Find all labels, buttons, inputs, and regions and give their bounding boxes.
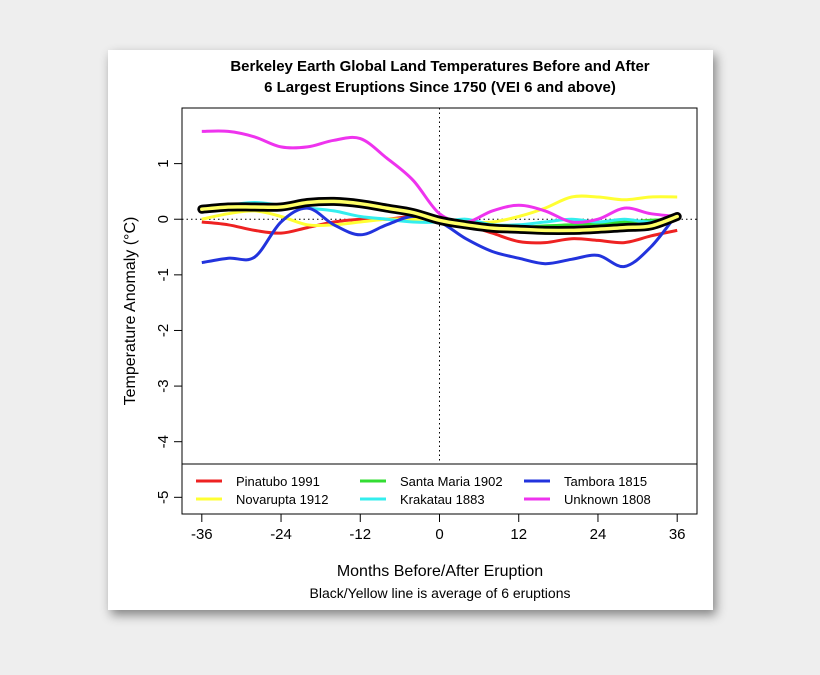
x-tick-label: 36 (669, 526, 686, 543)
y-tick-label: -5 (155, 491, 172, 504)
legend-label-unknown-1808: Unknown 1808 (564, 492, 651, 507)
y-axis: 1 0 -1 -2 -3 -4 -5 (155, 159, 182, 504)
y-tick-label: -1 (155, 268, 172, 281)
legend-label-krakatau-1883: Krakatau 1883 (400, 492, 485, 507)
x-tick-label: 24 (590, 526, 607, 543)
chart-card: Berkeley Earth Global Land Temperatures … (108, 50, 713, 610)
y-tick-label: -3 (155, 379, 172, 392)
legend-label-santa-maria-1902: Santa Maria 1902 (400, 474, 503, 489)
chart-title-line-2: 6 Largest Eruptions Since 1750 (VEI 6 an… (264, 79, 616, 96)
legend-label-novarupta-1912: Novarupta 1912 (236, 492, 329, 507)
average-line (197, 196, 682, 235)
x-tick-label: -36 (191, 526, 213, 543)
y-tick-label: -2 (155, 324, 172, 337)
x-tick-label: 0 (435, 526, 443, 543)
temperature-chart: Berkeley Earth Global Land Temperatures … (122, 58, 698, 601)
chart-note: Black/Yellow line is average of 6 erupti… (310, 585, 571, 601)
y-axis-label: Temperature Anomaly (°C) (122, 217, 139, 406)
chart-title-line-1: Berkeley Earth Global Land Temperatures … (230, 58, 649, 75)
legend-label-tambora-1815: Tambora 1815 (564, 474, 647, 489)
legend: Pinatubo 1991 Novarupta 1912 Santa Maria 1… (196, 474, 651, 507)
x-axis-label: Months Before/After Eruption (337, 563, 543, 580)
y-tick-label: 1 (155, 159, 172, 167)
x-tick-label: -24 (270, 526, 292, 543)
x-axis: -36 -24 -12 0 12 24 36 (191, 514, 686, 543)
average-line-core (200, 199, 679, 233)
legend-label-pinatubo-1991: Pinatubo 1991 (236, 474, 320, 489)
x-tick-label: 12 (510, 526, 527, 543)
legend-box (181, 463, 698, 515)
series-line-unknown-1808 (201, 129, 678, 224)
x-tick-label: -12 (349, 526, 371, 543)
reference-lines (182, 108, 697, 514)
y-tick-label: 0 (155, 215, 172, 223)
y-tick-label: -4 (155, 435, 172, 448)
